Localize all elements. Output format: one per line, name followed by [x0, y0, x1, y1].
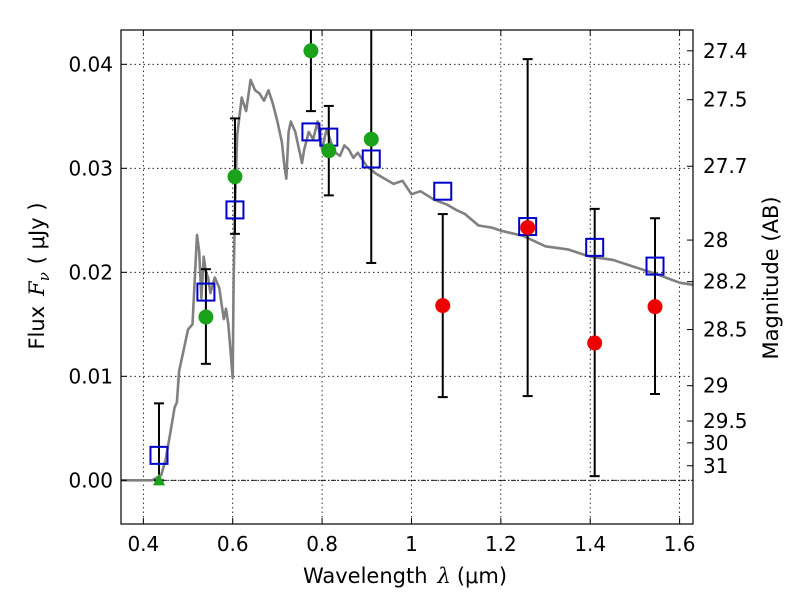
green-point-3	[321, 143, 337, 159]
green-point-0	[198, 309, 214, 325]
x-tick-label-6: 1.6	[664, 532, 696, 556]
model-flux-square-0	[149, 445, 169, 465]
x-tick-label-0: 0.4	[127, 532, 159, 556]
mag-tick-label-9: 31	[703, 454, 728, 478]
y-tick-label-4: 0.04	[68, 52, 113, 76]
x-tick-label-4: 1.2	[485, 532, 517, 556]
grid-lines	[121, 30, 693, 524]
y-tick-label-0: 0.00	[68, 468, 113, 492]
model-sed-line	[121, 78, 694, 482]
plot-frame	[120, 29, 694, 525]
model-flux-square-9	[645, 256, 665, 276]
x-tick-label-3: 1	[405, 532, 418, 556]
model-flux-square-5	[361, 149, 381, 169]
y-tick-label-3: 0.03	[68, 156, 113, 180]
mag-tick-label-6: 29	[703, 374, 728, 398]
mag-tick-label-0: 27.4	[703, 39, 748, 63]
red-point-1	[520, 220, 536, 236]
x-tick-label-1: 0.6	[217, 532, 249, 556]
right-axis-label: Magnitude (AB)	[759, 196, 783, 359]
red-point-3	[647, 299, 663, 315]
green-point-2	[303, 43, 319, 59]
mag-tick-label-3: 28	[703, 228, 728, 252]
x-axis-ticks: 0.4 0.6 0.8 1 1.2 1.4 1.6	[127, 30, 696, 556]
green-point-4	[363, 131, 379, 147]
mag-tick-label-5: 28.5	[703, 318, 748, 342]
upper-limit-triangle-0	[152, 473, 165, 486]
x-axis-label: Wavelength λ (μm)	[303, 564, 507, 588]
y-axis-ticks: 0.00 0.01 0.02 0.03 0.04	[68, 52, 127, 492]
mag-tick-label-1: 27.5	[703, 88, 748, 112]
model-flux-square-6	[433, 181, 453, 201]
mag-tick-label-2: 27.7	[703, 154, 748, 178]
x-tick-label-2: 0.8	[306, 532, 338, 556]
red-point-2	[587, 335, 603, 351]
model-flux-square-2	[225, 200, 245, 220]
y-tick-label-1: 0.01	[68, 364, 113, 388]
model-flux-square-8	[585, 237, 605, 257]
model-flux-square-1	[196, 282, 216, 302]
model-sed-group	[121, 78, 694, 482]
y-axis-label: FluxFν( μJy )	[25, 202, 53, 349]
mag-tick-label-7: 29.5	[703, 409, 748, 433]
marker-group	[149, 43, 665, 486]
mag-tick-label-8: 30	[703, 431, 728, 455]
mag-tick-label-4: 28.2	[703, 270, 748, 294]
y-tick-label-2: 0.02	[68, 260, 113, 284]
x-tick-label-5: 1.4	[574, 532, 606, 556]
red-point-0	[435, 298, 451, 314]
green-point-1	[227, 169, 243, 185]
